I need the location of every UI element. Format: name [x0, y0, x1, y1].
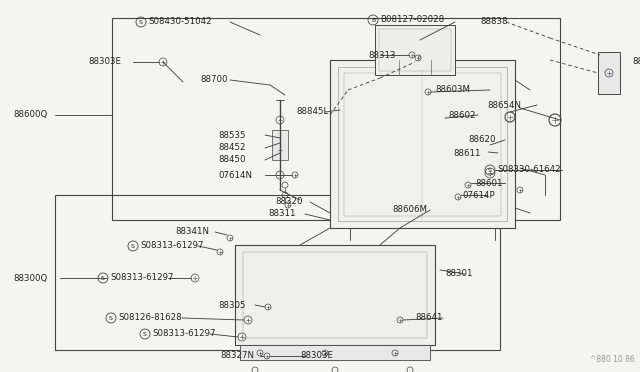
Text: 88700: 88700	[200, 76, 227, 84]
Text: 88845L: 88845L	[296, 108, 328, 116]
Bar	[243, 252, 427, 338]
Text: 88311: 88311	[268, 209, 296, 218]
Text: B08127-02028: B08127-02028	[380, 16, 444, 25]
Text: 88300Q: 88300Q	[13, 273, 47, 282]
Bar	[338, 67, 507, 221]
Bar	[379, 29, 451, 71]
Text: S: S	[109, 315, 113, 321]
Text: 88301: 88301	[445, 269, 472, 279]
Text: 88303E: 88303E	[88, 58, 121, 67]
Text: S: S	[131, 244, 135, 248]
Text: ^880 10 86: ^880 10 86	[590, 355, 635, 364]
Text: 88600Q: 88600Q	[13, 110, 47, 119]
Bar	[240, 345, 430, 360]
Text: 88601: 88601	[475, 179, 502, 187]
Text: 88450: 88450	[218, 155, 246, 164]
Text: S: S	[488, 167, 492, 173]
Text: 07614P: 07614P	[462, 190, 495, 199]
Text: S: S	[143, 331, 147, 337]
Text: 88602: 88602	[448, 110, 476, 119]
Text: B: B	[371, 17, 375, 22]
Text: S08313-61297: S08313-61297	[152, 330, 216, 339]
Text: S08330-61642: S08330-61642	[497, 166, 561, 174]
Text: 88341N: 88341N	[175, 228, 209, 237]
Text: 88303E: 88303E	[300, 352, 333, 360]
Text: 88320: 88320	[275, 198, 303, 206]
Text: 88305: 88305	[218, 301, 246, 310]
Bar	[598, 52, 620, 94]
Text: 88716M: 88716M	[632, 58, 640, 67]
Text: 88535: 88535	[218, 131, 246, 140]
Text: 88327N: 88327N	[220, 352, 254, 360]
Bar	[375, 25, 455, 75]
Text: 07614N: 07614N	[218, 170, 252, 180]
Text: 88611: 88611	[453, 148, 481, 157]
Bar	[344, 73, 501, 216]
Bar	[112, 18, 560, 220]
Text: S: S	[139, 19, 143, 25]
Text: S: S	[101, 276, 105, 280]
Text: S08430-51042: S08430-51042	[148, 17, 212, 26]
Text: 88313: 88313	[368, 51, 396, 60]
Text: S08313-61297: S08313-61297	[140, 241, 204, 250]
Bar	[272, 130, 288, 160]
Text: 88452: 88452	[218, 144, 246, 153]
Text: 88620: 88620	[468, 135, 495, 144]
Text: 88838: 88838	[480, 17, 508, 26]
Text: 88606M: 88606M	[392, 205, 427, 215]
Text: S08313-61297: S08313-61297	[110, 273, 173, 282]
Bar	[330, 60, 515, 228]
Text: S08126-81628: S08126-81628	[118, 314, 182, 323]
Bar	[55, 195, 500, 350]
Text: 88654N: 88654N	[487, 100, 521, 109]
Text: 88641: 88641	[415, 314, 442, 323]
Bar	[235, 245, 435, 345]
Text: 88603M: 88603M	[435, 86, 470, 94]
